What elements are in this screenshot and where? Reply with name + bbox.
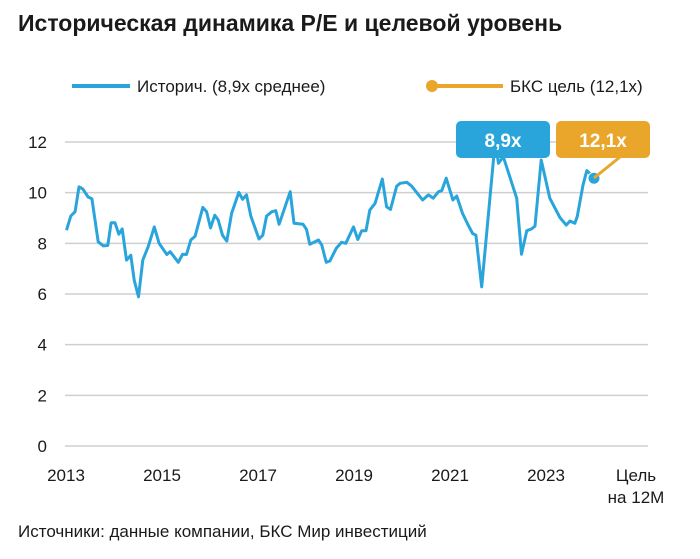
y-tick-label: 8	[38, 234, 47, 253]
annotation-historical: 8,9x	[456, 121, 550, 158]
x-tick-label: 2015	[143, 466, 181, 485]
y-tick-label: 6	[38, 285, 47, 304]
chart-title: Историческая динамика P/E и целевой уров…	[18, 10, 562, 36]
x-tick-label: 2023	[527, 466, 565, 485]
y-tick-label: 2	[38, 386, 47, 405]
x-tick-label: 2013	[47, 466, 85, 485]
x-tick-label: 2021	[431, 466, 469, 485]
annotation-target-label: 12,1x	[579, 131, 627, 152]
annotation-historical-badge	[456, 121, 550, 158]
source-note: Источники: данные компании, БКС Мир инве…	[18, 522, 427, 541]
x-tick-target-line1: Цель	[616, 466, 656, 485]
legend-target-label: БКС цель (12,1x)	[510, 77, 643, 96]
y-tick-label: 4	[38, 336, 47, 355]
legend-historical-label: Историч. (8,9x среднее)	[137, 77, 325, 96]
x-tick-target-line2: на 12М	[608, 488, 665, 507]
x-tick-label: 2017	[239, 466, 277, 485]
x-axis: Цель на 12М 2013 2015 2017 2019 2021 2023	[47, 466, 664, 507]
y-tick-label: 12	[28, 133, 47, 152]
annotation-target: 12,1x	[556, 121, 650, 180]
series-line-historical	[65, 140, 596, 299]
annotation-target-connector	[593, 155, 621, 180]
grid	[65, 141, 648, 447]
annotation-historical-label: 8,9x	[485, 131, 522, 152]
y-tick-label: 10	[28, 184, 47, 203]
legend: Историч. (8,9x среднее) БКС цель (12,1x)	[72, 77, 643, 96]
x-tick-label: 2019	[335, 466, 373, 485]
annotation-target-badge	[556, 121, 650, 158]
y-axis: 0 2 4 6 8 10 12	[28, 133, 47, 456]
y-tick-label: 0	[38, 437, 47, 456]
legend-target-dot	[426, 80, 438, 92]
series	[65, 140, 601, 299]
